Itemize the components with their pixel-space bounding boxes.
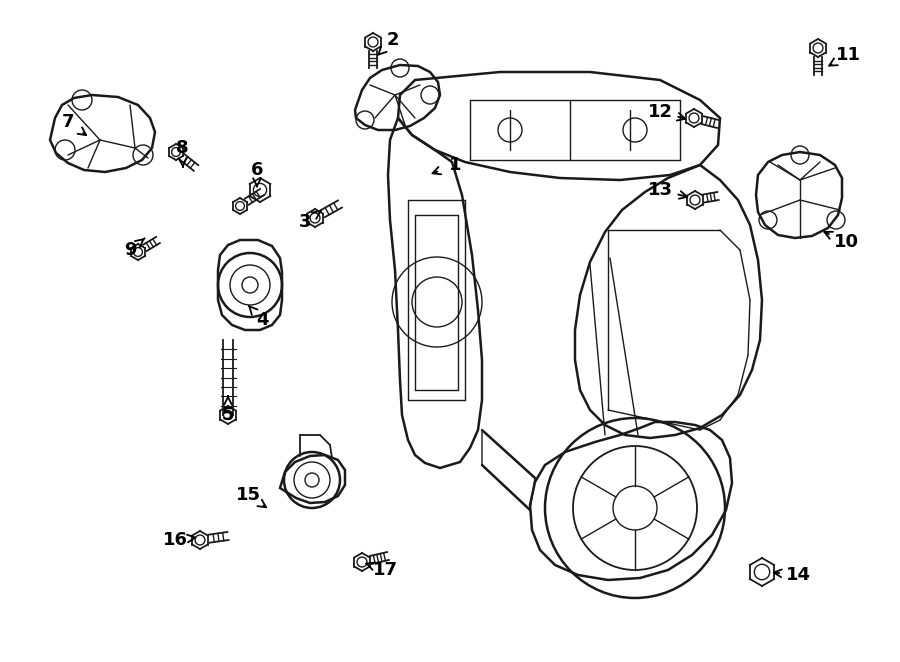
Text: 14: 14 bbox=[786, 566, 811, 584]
Text: 8: 8 bbox=[176, 139, 188, 157]
Text: 2: 2 bbox=[387, 31, 400, 49]
Text: 15: 15 bbox=[236, 486, 260, 504]
Text: 17: 17 bbox=[373, 561, 398, 579]
Text: 3: 3 bbox=[299, 213, 311, 231]
Text: 1: 1 bbox=[449, 156, 461, 174]
Text: 10: 10 bbox=[833, 233, 859, 251]
Text: 6: 6 bbox=[251, 161, 263, 179]
Text: 16: 16 bbox=[163, 531, 187, 549]
Text: 5: 5 bbox=[221, 406, 234, 424]
Text: 7: 7 bbox=[62, 113, 74, 131]
Text: 13: 13 bbox=[647, 181, 672, 199]
Text: 12: 12 bbox=[647, 103, 672, 121]
Text: 4: 4 bbox=[256, 311, 268, 329]
Text: 11: 11 bbox=[835, 46, 860, 64]
Text: 9: 9 bbox=[124, 241, 136, 259]
